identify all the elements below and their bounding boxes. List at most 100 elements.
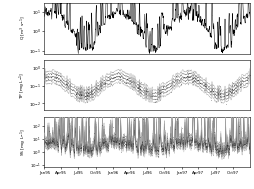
Point <box>226 147 230 150</box>
Point <box>192 115 196 118</box>
Point <box>55 142 59 145</box>
Point <box>140 118 145 121</box>
Point <box>173 138 177 141</box>
Point <box>139 143 144 146</box>
Point <box>146 90 150 93</box>
Point <box>113 132 117 135</box>
Point <box>204 144 209 147</box>
Point <box>108 78 112 81</box>
Point <box>224 102 228 105</box>
Point <box>82 96 86 99</box>
Point <box>210 87 214 90</box>
Point <box>173 127 177 130</box>
Point <box>78 93 82 96</box>
Point <box>208 91 212 94</box>
Point <box>179 83 183 86</box>
Point <box>75 115 79 118</box>
Point <box>122 144 126 147</box>
Point <box>245 77 249 80</box>
Point <box>112 75 116 78</box>
Point <box>49 73 53 76</box>
Y-axis label: SS [mg L$^{-1}$]: SS [mg L$^{-1}$] <box>19 128 29 156</box>
Point <box>47 129 51 132</box>
Point <box>157 115 161 118</box>
Point <box>81 115 85 118</box>
Point <box>71 143 75 146</box>
Point <box>97 140 101 143</box>
Point <box>127 76 131 79</box>
Point <box>203 82 207 85</box>
Point <box>234 84 238 87</box>
Point <box>77 96 82 99</box>
Point <box>132 85 136 88</box>
Point <box>98 147 102 150</box>
Point <box>238 86 242 89</box>
Point <box>160 149 164 153</box>
Point <box>139 140 144 143</box>
Point <box>85 93 89 96</box>
Point <box>71 88 75 91</box>
Point <box>206 86 210 89</box>
Point <box>44 79 48 82</box>
Point <box>226 145 230 148</box>
Point <box>187 133 191 136</box>
Point <box>179 144 183 147</box>
Point <box>204 85 208 88</box>
Point <box>172 145 176 148</box>
Point <box>74 93 78 96</box>
Point <box>213 142 217 145</box>
Point <box>172 84 177 87</box>
Point <box>190 77 194 81</box>
Point <box>50 139 54 142</box>
Point <box>115 71 119 74</box>
Point <box>97 88 101 91</box>
Point <box>165 137 169 140</box>
Point <box>164 148 168 151</box>
Point <box>75 87 80 90</box>
Y-axis label: Q [m$^3$ s$^{-1}$]: Q [m$^3$ s$^{-1}$] <box>19 16 28 40</box>
Point <box>232 91 236 94</box>
Point <box>212 131 216 134</box>
Point <box>213 94 217 98</box>
Point <box>118 146 122 149</box>
Point <box>102 79 106 82</box>
Point <box>107 76 111 79</box>
Point <box>91 95 95 98</box>
Point <box>117 141 121 144</box>
Point <box>192 79 196 82</box>
Point <box>65 134 69 137</box>
Point <box>156 88 160 91</box>
Point <box>185 75 189 78</box>
Point <box>128 81 132 84</box>
Point <box>222 155 226 158</box>
Point <box>124 82 128 85</box>
Point <box>136 85 140 88</box>
Point <box>136 89 140 92</box>
Point <box>166 142 170 145</box>
Point <box>107 140 111 143</box>
Point <box>244 144 248 147</box>
Point <box>98 149 102 152</box>
Point <box>131 143 135 146</box>
Point <box>153 149 157 152</box>
Point <box>66 134 70 137</box>
Point <box>119 74 123 77</box>
Point <box>51 137 55 140</box>
Point <box>44 143 48 146</box>
Point <box>180 126 184 129</box>
Point <box>109 82 113 85</box>
Point <box>46 77 51 80</box>
Point <box>220 149 225 152</box>
Point <box>181 136 185 139</box>
Point <box>102 81 106 84</box>
Point <box>96 84 100 87</box>
Point <box>234 88 238 91</box>
Point <box>192 79 196 82</box>
Point <box>186 115 190 118</box>
Point <box>44 75 48 78</box>
Point <box>127 140 131 143</box>
Point <box>121 136 125 139</box>
Point <box>170 146 174 149</box>
Point <box>57 84 61 87</box>
Point <box>196 148 200 151</box>
